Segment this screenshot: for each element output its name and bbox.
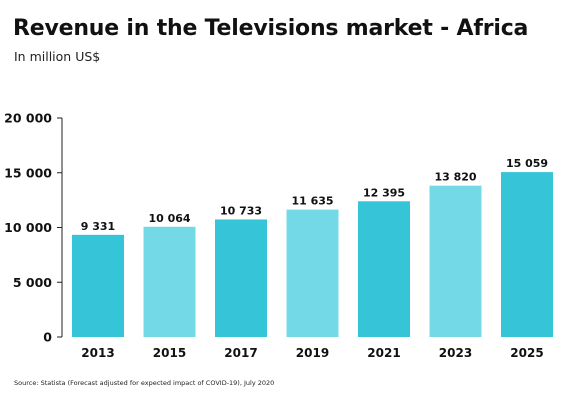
y-tick-label: 10 000	[4, 220, 52, 235]
bar-value-label: 13 820	[434, 171, 476, 184]
bar	[286, 209, 339, 337]
y-tick-label: 20 000	[4, 111, 52, 126]
bar-value-label: 9 331	[81, 220, 115, 233]
y-axis: 0 5 000 10 000 15 000 20 000	[4, 111, 63, 345]
bar-value-label: 10 064	[148, 212, 190, 225]
source-note: Source: Statista (Forecast adjusted for …	[14, 379, 275, 387]
x-axis: 2013 2015 2017 2019 2021 2023 2025	[81, 346, 543, 360]
y-tick-label: 5 000	[13, 275, 52, 290]
x-tick-label: 2017	[224, 346, 257, 360]
chart-title: Revenue in the Televisions market - Afri…	[13, 16, 529, 41]
x-tick-label: 2015	[153, 346, 186, 360]
bar-value-label: 15 059	[506, 157, 548, 170]
bar	[215, 219, 267, 337]
bar	[72, 234, 124, 337]
x-tick-label: 2013	[81, 346, 114, 360]
chart-subtitle: In million US$	[14, 49, 101, 64]
value-labels: 9 331 10 064 10 733 11 635 12 395 13 820 15 05…	[81, 157, 548, 233]
y-tick-label: 0	[43, 330, 52, 345]
bar	[501, 172, 553, 337]
x-tick-label: 2025	[510, 346, 543, 360]
bar	[358, 201, 410, 337]
x-tick-label: 2019	[296, 346, 329, 360]
bar	[143, 226, 196, 337]
x-tick-label: 2023	[439, 346, 472, 360]
y-tick-label: 15 000	[4, 165, 52, 180]
bar-value-label: 12 395	[363, 186, 405, 199]
x-tick-label: 2021	[367, 346, 400, 360]
bar	[429, 185, 482, 337]
bar-value-label: 11 635	[291, 195, 333, 208]
bars	[72, 172, 553, 337]
bar-value-label: 10 733	[220, 204, 262, 217]
